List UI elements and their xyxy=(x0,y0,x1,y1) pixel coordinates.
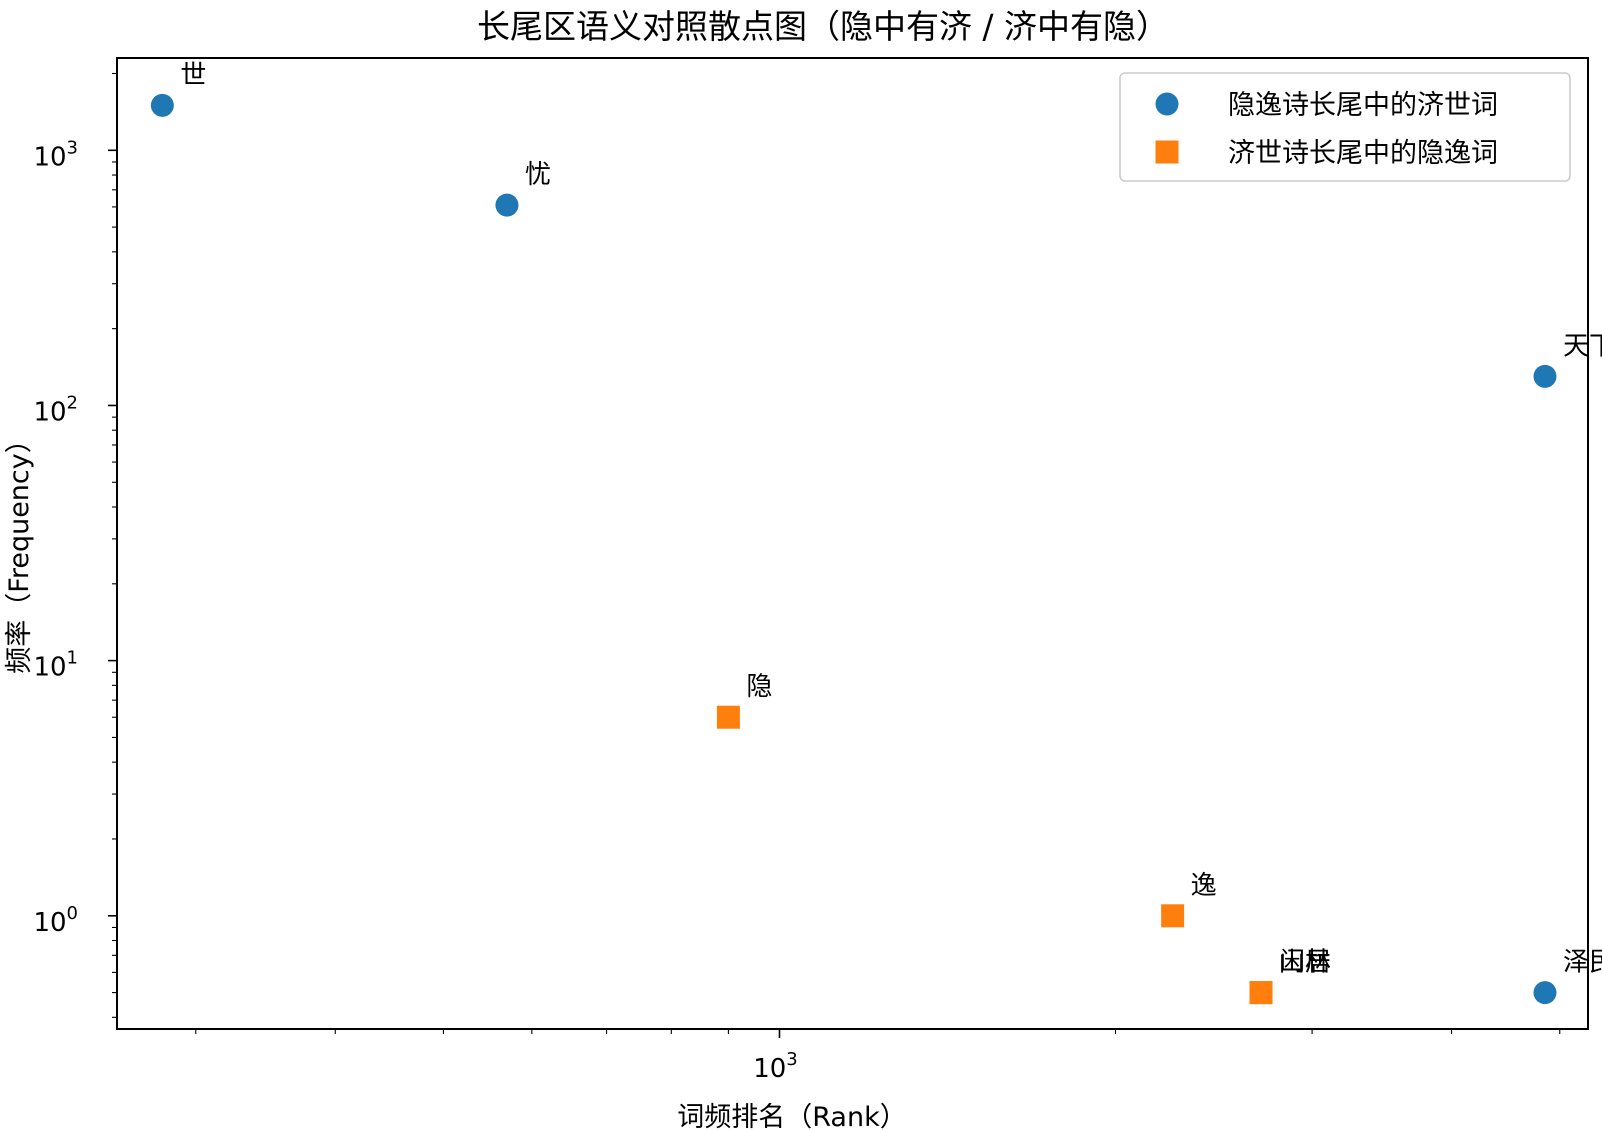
data-point xyxy=(495,193,519,217)
legend-entry: 隐逸诗长尾中的济世词 xyxy=(1228,90,1498,121)
y-tick-label: 101 xyxy=(33,648,78,683)
legend-marker xyxy=(1155,140,1179,164)
data-point xyxy=(1161,904,1185,928)
data-point xyxy=(1533,981,1557,1005)
plot-frame xyxy=(116,57,1589,1030)
point-label: 山林 xyxy=(1279,948,1331,978)
y-tick-label: 102 xyxy=(33,392,78,427)
point-label: 天下 xyxy=(1563,331,1602,361)
point-label: 世 xyxy=(180,60,206,90)
legend-entry: 济世诗长尾中的隐逸词 xyxy=(1228,138,1498,169)
data-point xyxy=(1249,981,1273,1005)
x-tick-label: 103 xyxy=(753,1049,798,1084)
legend-frame xyxy=(1119,72,1571,182)
x-axis-label: 词频排名（Rank） xyxy=(677,1102,906,1130)
chart-title: 长尾区语义对照散点图（隐中有济 / 济中有隐） xyxy=(477,7,1169,46)
point-label: 泽民 xyxy=(1563,948,1602,978)
data-point xyxy=(150,93,174,117)
y-tick-label: 100 xyxy=(33,903,78,938)
point-label: 忧 xyxy=(525,160,551,190)
data-point xyxy=(716,705,740,729)
legend-marker xyxy=(1155,92,1179,116)
point-label: 闲居 xyxy=(1279,948,1331,978)
point-label: 隐 xyxy=(746,672,772,702)
y-tick-label: 103 xyxy=(33,137,78,172)
data-point xyxy=(1533,364,1557,388)
point-label: 逸 xyxy=(1191,871,1217,901)
y-axis-label: 频率（Frequency） xyxy=(4,426,35,673)
